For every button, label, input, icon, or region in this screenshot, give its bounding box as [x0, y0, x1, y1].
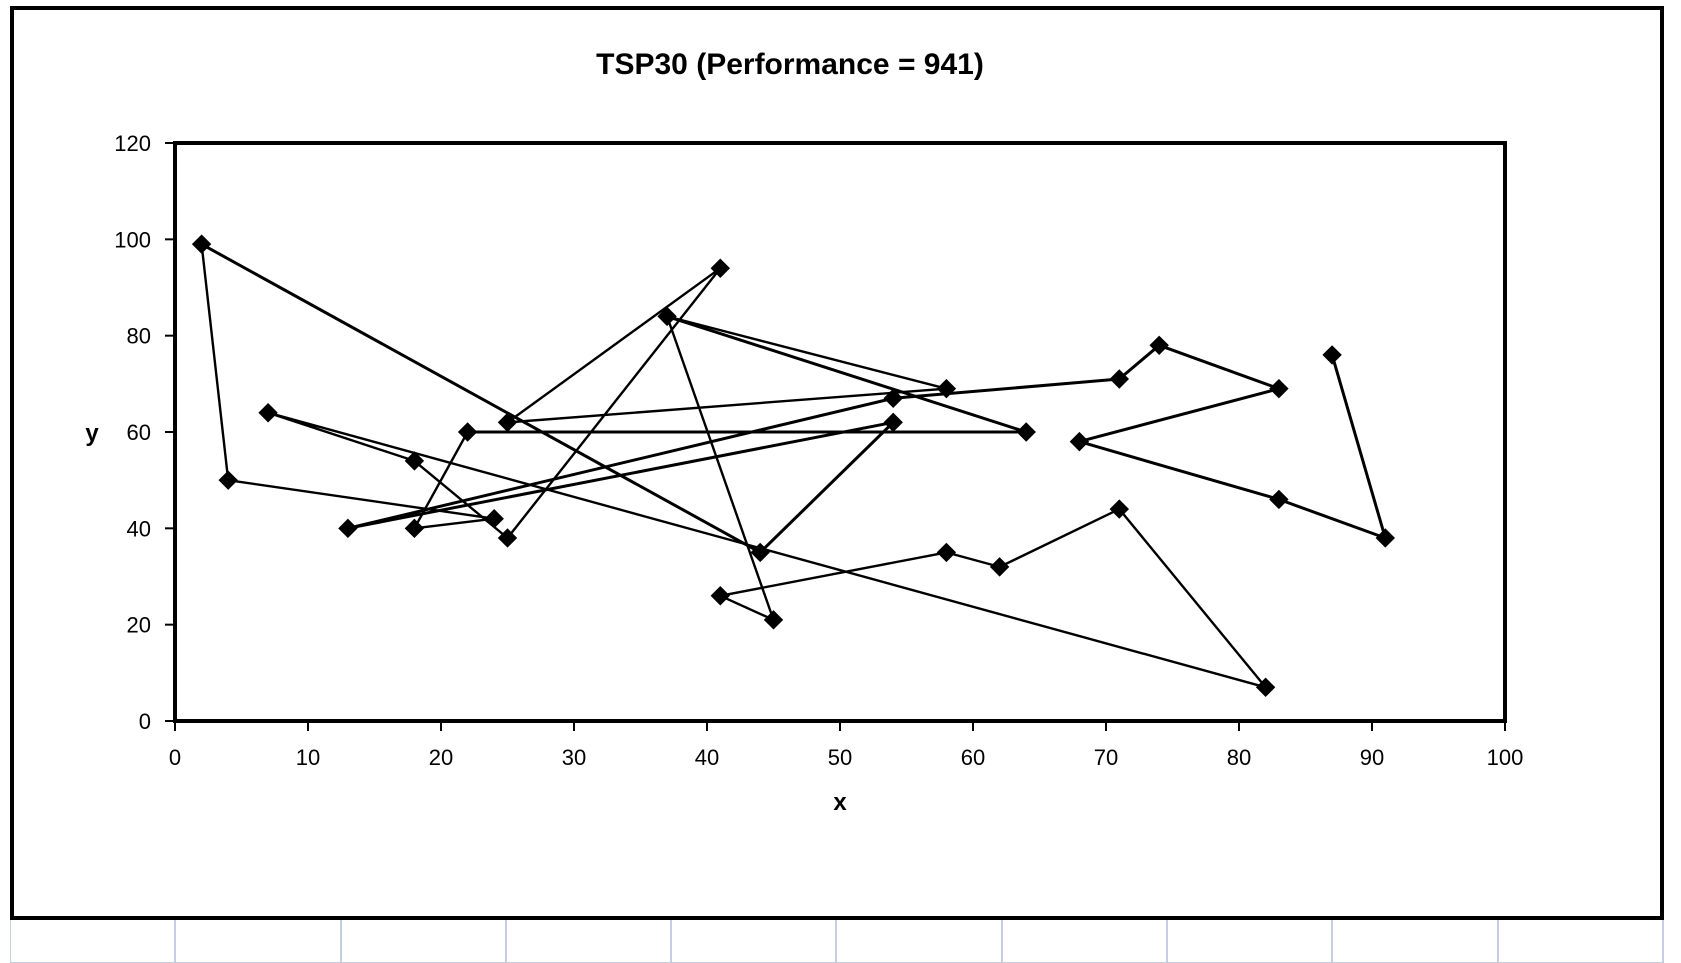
- city-marker: [936, 542, 957, 563]
- city-marker: [883, 412, 903, 433]
- city-marker: [1149, 335, 1169, 356]
- sheet-cell: [506, 920, 673, 963]
- sheet-cell: [11, 920, 177, 963]
- city-marker: [338, 518, 358, 539]
- x-tick-label: 50: [828, 745, 852, 770]
- city-marker: [218, 470, 238, 490]
- x-axis-label: x: [833, 789, 847, 816]
- y-tick-label: 80: [127, 324, 151, 349]
- city-marker: [1269, 489, 1289, 510]
- city-marker: [1269, 378, 1289, 399]
- sheet-cell: [176, 920, 342, 963]
- city-marker: [497, 528, 518, 548]
- chart-svg: TSP30 (Performance = 941) 02040608010012…: [85, 48, 1523, 816]
- city-marker: [1255, 677, 1276, 697]
- x-tick-label: 100: [1487, 745, 1524, 770]
- x-tick-label: 10: [296, 745, 320, 770]
- tour-segment: [467, 314, 1028, 434]
- tour-segment: [200, 244, 496, 530]
- x-tick-label: 80: [1227, 745, 1251, 770]
- city-marker: [1109, 369, 1130, 389]
- chart-title: TSP30 (Performance = 941): [596, 48, 984, 81]
- city-marker: [484, 508, 504, 529]
- y-tick-label: 100: [114, 227, 151, 252]
- city-marker: [1375, 528, 1396, 548]
- city-marker: [1322, 345, 1342, 365]
- city-marker: [710, 586, 731, 606]
- city-marker: [710, 258, 731, 278]
- city-marker: [404, 518, 425, 539]
- tour-lines: [200, 242, 1387, 689]
- sheet-cell: [672, 920, 838, 963]
- y-tick-label: 0: [139, 709, 151, 734]
- city-marker: [497, 412, 518, 433]
- sheet-cell: [1333, 920, 1499, 963]
- x-axis-ticks: 0 10 20 30 40 50 60 70 80 90 100: [169, 721, 1523, 770]
- city-marker: [936, 378, 957, 399]
- x-tick-label: 30: [562, 745, 586, 770]
- city-marker: [750, 542, 770, 563]
- x-tick-label: 40: [695, 745, 719, 770]
- city-marker: [1016, 422, 1036, 442]
- y-tick-label: 60: [127, 420, 151, 445]
- y-axis-ticks: 0 20 40 60 80 100 120: [114, 131, 175, 734]
- sheet-cell: [837, 920, 1003, 963]
- chart-frame: TSP30 (Performance = 941) 0 20 40 60 80 100 12…: [10, 6, 1664, 920]
- y-axis-label: y: [85, 420, 99, 447]
- city-marker: [258, 403, 278, 423]
- y-tick-label: 20: [127, 613, 151, 638]
- city-marker: [1069, 431, 1090, 452]
- y-tick-label: 40: [127, 516, 151, 541]
- city-marker: [989, 557, 1010, 577]
- tour-segment: [266, 267, 1267, 689]
- city-marker: [191, 234, 212, 254]
- sheet-cell: [341, 920, 507, 963]
- tour-segment: [200, 242, 1387, 554]
- spreadsheet-gridlines: [10, 920, 1664, 963]
- city-marker: [404, 451, 425, 471]
- x-tick-label: 60: [961, 745, 985, 770]
- x-tick-label: 70: [1094, 745, 1118, 770]
- plot-area-border: [173, 141, 1507, 723]
- city-markers: [191, 234, 1396, 697]
- x-tick-label: 0: [169, 745, 181, 770]
- sheet-cell: [1168, 920, 1334, 963]
- city-marker: [883, 388, 903, 408]
- city-marker: [763, 610, 784, 630]
- x-tick-label: 20: [429, 745, 453, 770]
- city-marker: [1109, 499, 1130, 519]
- sheet-cell: [1498, 920, 1664, 963]
- city-marker: [657, 306, 677, 327]
- sheet-cell: [1002, 920, 1169, 963]
- y-tick-label: 120: [114, 131, 151, 156]
- x-tick-label: 90: [1360, 745, 1384, 770]
- city-marker: [457, 422, 478, 442]
